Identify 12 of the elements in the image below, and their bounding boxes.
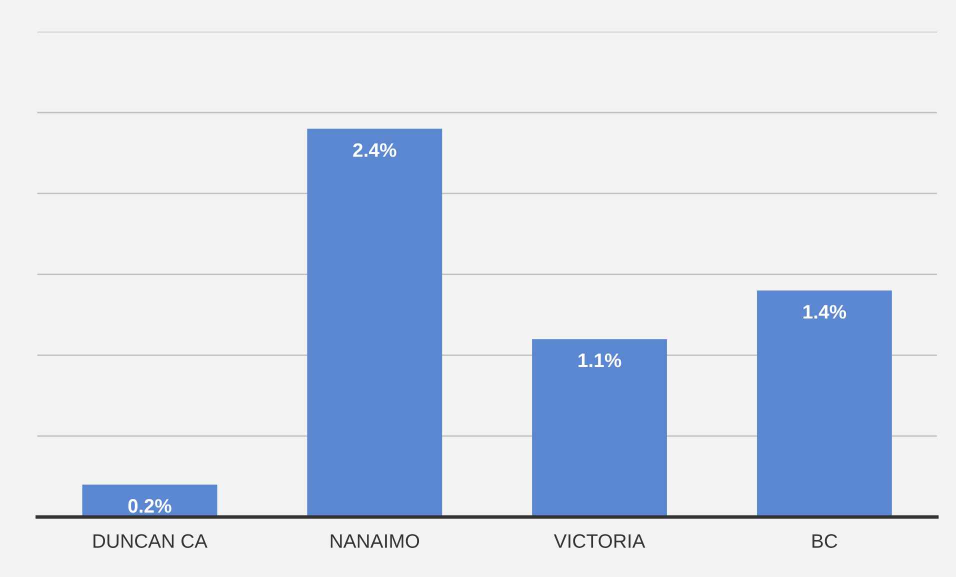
data-label: 0.2%	[128, 499, 172, 513]
bar	[756, 290, 892, 517]
data-label: 2.4%	[353, 143, 396, 157]
bar	[532, 339, 667, 517]
x-tick-label: VICTORIA	[554, 534, 646, 548]
data-label: 1.4%	[803, 304, 846, 319]
x-tick-label: NANAIMO	[330, 534, 420, 548]
x-tick-label: DUNCAN CA	[94, 534, 208, 548]
bar	[307, 128, 442, 517]
data-label: 1.1%	[578, 354, 622, 368]
bar	[82, 484, 218, 517]
x-tick-label: BC	[812, 534, 838, 548]
